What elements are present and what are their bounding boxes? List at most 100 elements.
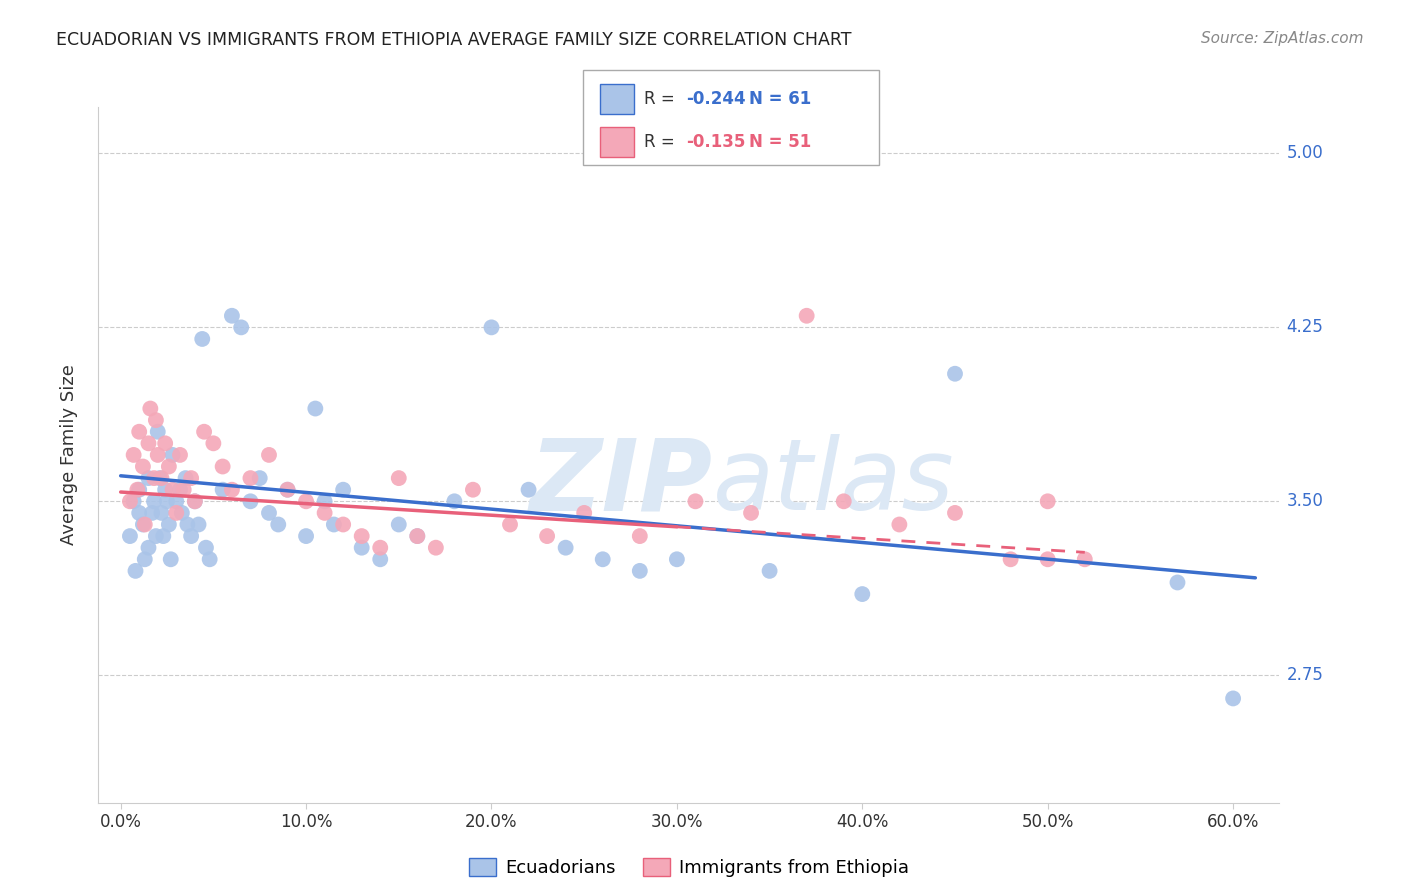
Point (332, 483, 354, 497)
Point (249, 471, 271, 485)
Point (740, 506, 762, 520)
Point (180, 471, 202, 485)
Point (122, 448, 145, 462)
Point (211, 459, 233, 474)
Point (122, 494, 145, 508)
Point (368, 541, 391, 555)
Point (304, 401, 326, 416)
Point (139, 401, 162, 416)
Legend: Ecuadorians, Immigrants from Ethiopia: Ecuadorians, Immigrants from Ethiopia (461, 850, 917, 884)
Point (165, 506, 187, 520)
Point (350, 529, 373, 543)
Point (202, 436, 225, 450)
Point (332, 517, 354, 532)
Point (425, 541, 447, 555)
Point (231, 320, 253, 334)
Text: ECUADORIAN VS IMMIGRANTS FROM ETHIOPIA AVERAGE FAMILY SIZE CORRELATION CHART: ECUADORIAN VS IMMIGRANTS FROM ETHIOPIA A… (56, 31, 852, 49)
Point (211, 483, 233, 497)
Point (143, 471, 166, 485)
Point (138, 541, 160, 555)
Point (221, 309, 243, 323)
Text: atlas: atlas (713, 434, 955, 532)
Text: ZIP: ZIP (530, 434, 713, 532)
Point (127, 483, 149, 497)
Point (267, 517, 290, 532)
Point (277, 483, 299, 497)
Point (191, 332, 214, 346)
Point (685, 494, 707, 508)
Text: R =: R = (644, 90, 675, 108)
Point (1036, 494, 1059, 508)
Point (239, 471, 262, 485)
Point (257, 506, 280, 520)
Point (145, 529, 167, 543)
Point (257, 448, 280, 462)
Point (758, 564, 780, 578)
Point (118, 529, 141, 543)
Point (406, 529, 429, 543)
Point (628, 529, 651, 543)
Point (141, 506, 163, 520)
Point (796, 309, 818, 323)
Point (239, 494, 262, 508)
Point (572, 506, 595, 520)
Point (194, 541, 217, 555)
Point (1074, 552, 1097, 566)
Y-axis label: Average Family Size: Average Family Size (59, 365, 77, 545)
Text: N = 61: N = 61 (749, 90, 811, 108)
Point (314, 506, 336, 520)
Point (184, 494, 207, 508)
Point (124, 564, 146, 578)
Point (134, 552, 156, 566)
Point (1222, 691, 1244, 706)
Point (118, 494, 141, 508)
Point (388, 517, 411, 532)
Point (169, 448, 191, 462)
Point (145, 413, 167, 427)
Point (536, 529, 558, 543)
Point (146, 448, 169, 462)
Point (184, 494, 207, 508)
Point (132, 459, 155, 474)
Point (128, 425, 150, 439)
Point (592, 552, 614, 566)
Point (1036, 552, 1059, 566)
Text: Source: ZipAtlas.com: Source: ZipAtlas.com (1201, 31, 1364, 46)
Point (554, 541, 576, 555)
Point (157, 517, 180, 532)
Point (162, 483, 184, 497)
Point (157, 459, 180, 474)
Text: N = 51: N = 51 (749, 133, 811, 151)
Point (943, 506, 966, 520)
Point (176, 517, 198, 532)
Point (152, 529, 174, 543)
Point (943, 367, 966, 381)
Point (517, 483, 540, 497)
Point (368, 552, 391, 566)
Point (499, 517, 522, 532)
Point (221, 483, 243, 497)
Point (350, 541, 373, 555)
Point (146, 425, 169, 439)
Point (889, 517, 911, 532)
Text: -0.244: -0.244 (686, 90, 745, 108)
Point (1166, 575, 1188, 590)
Point (388, 471, 411, 485)
Point (295, 529, 318, 543)
Point (150, 471, 173, 485)
Point (461, 483, 484, 497)
Point (198, 552, 221, 566)
Point (150, 506, 173, 520)
Point (187, 517, 209, 532)
Point (443, 494, 465, 508)
Point (832, 494, 855, 508)
Text: 2.75: 2.75 (1286, 666, 1323, 684)
Point (149, 471, 172, 485)
Point (156, 494, 179, 508)
Point (628, 564, 651, 578)
Point (159, 552, 181, 566)
Point (128, 506, 150, 520)
Point (174, 471, 197, 485)
Point (153, 483, 176, 497)
Point (481, 320, 503, 334)
